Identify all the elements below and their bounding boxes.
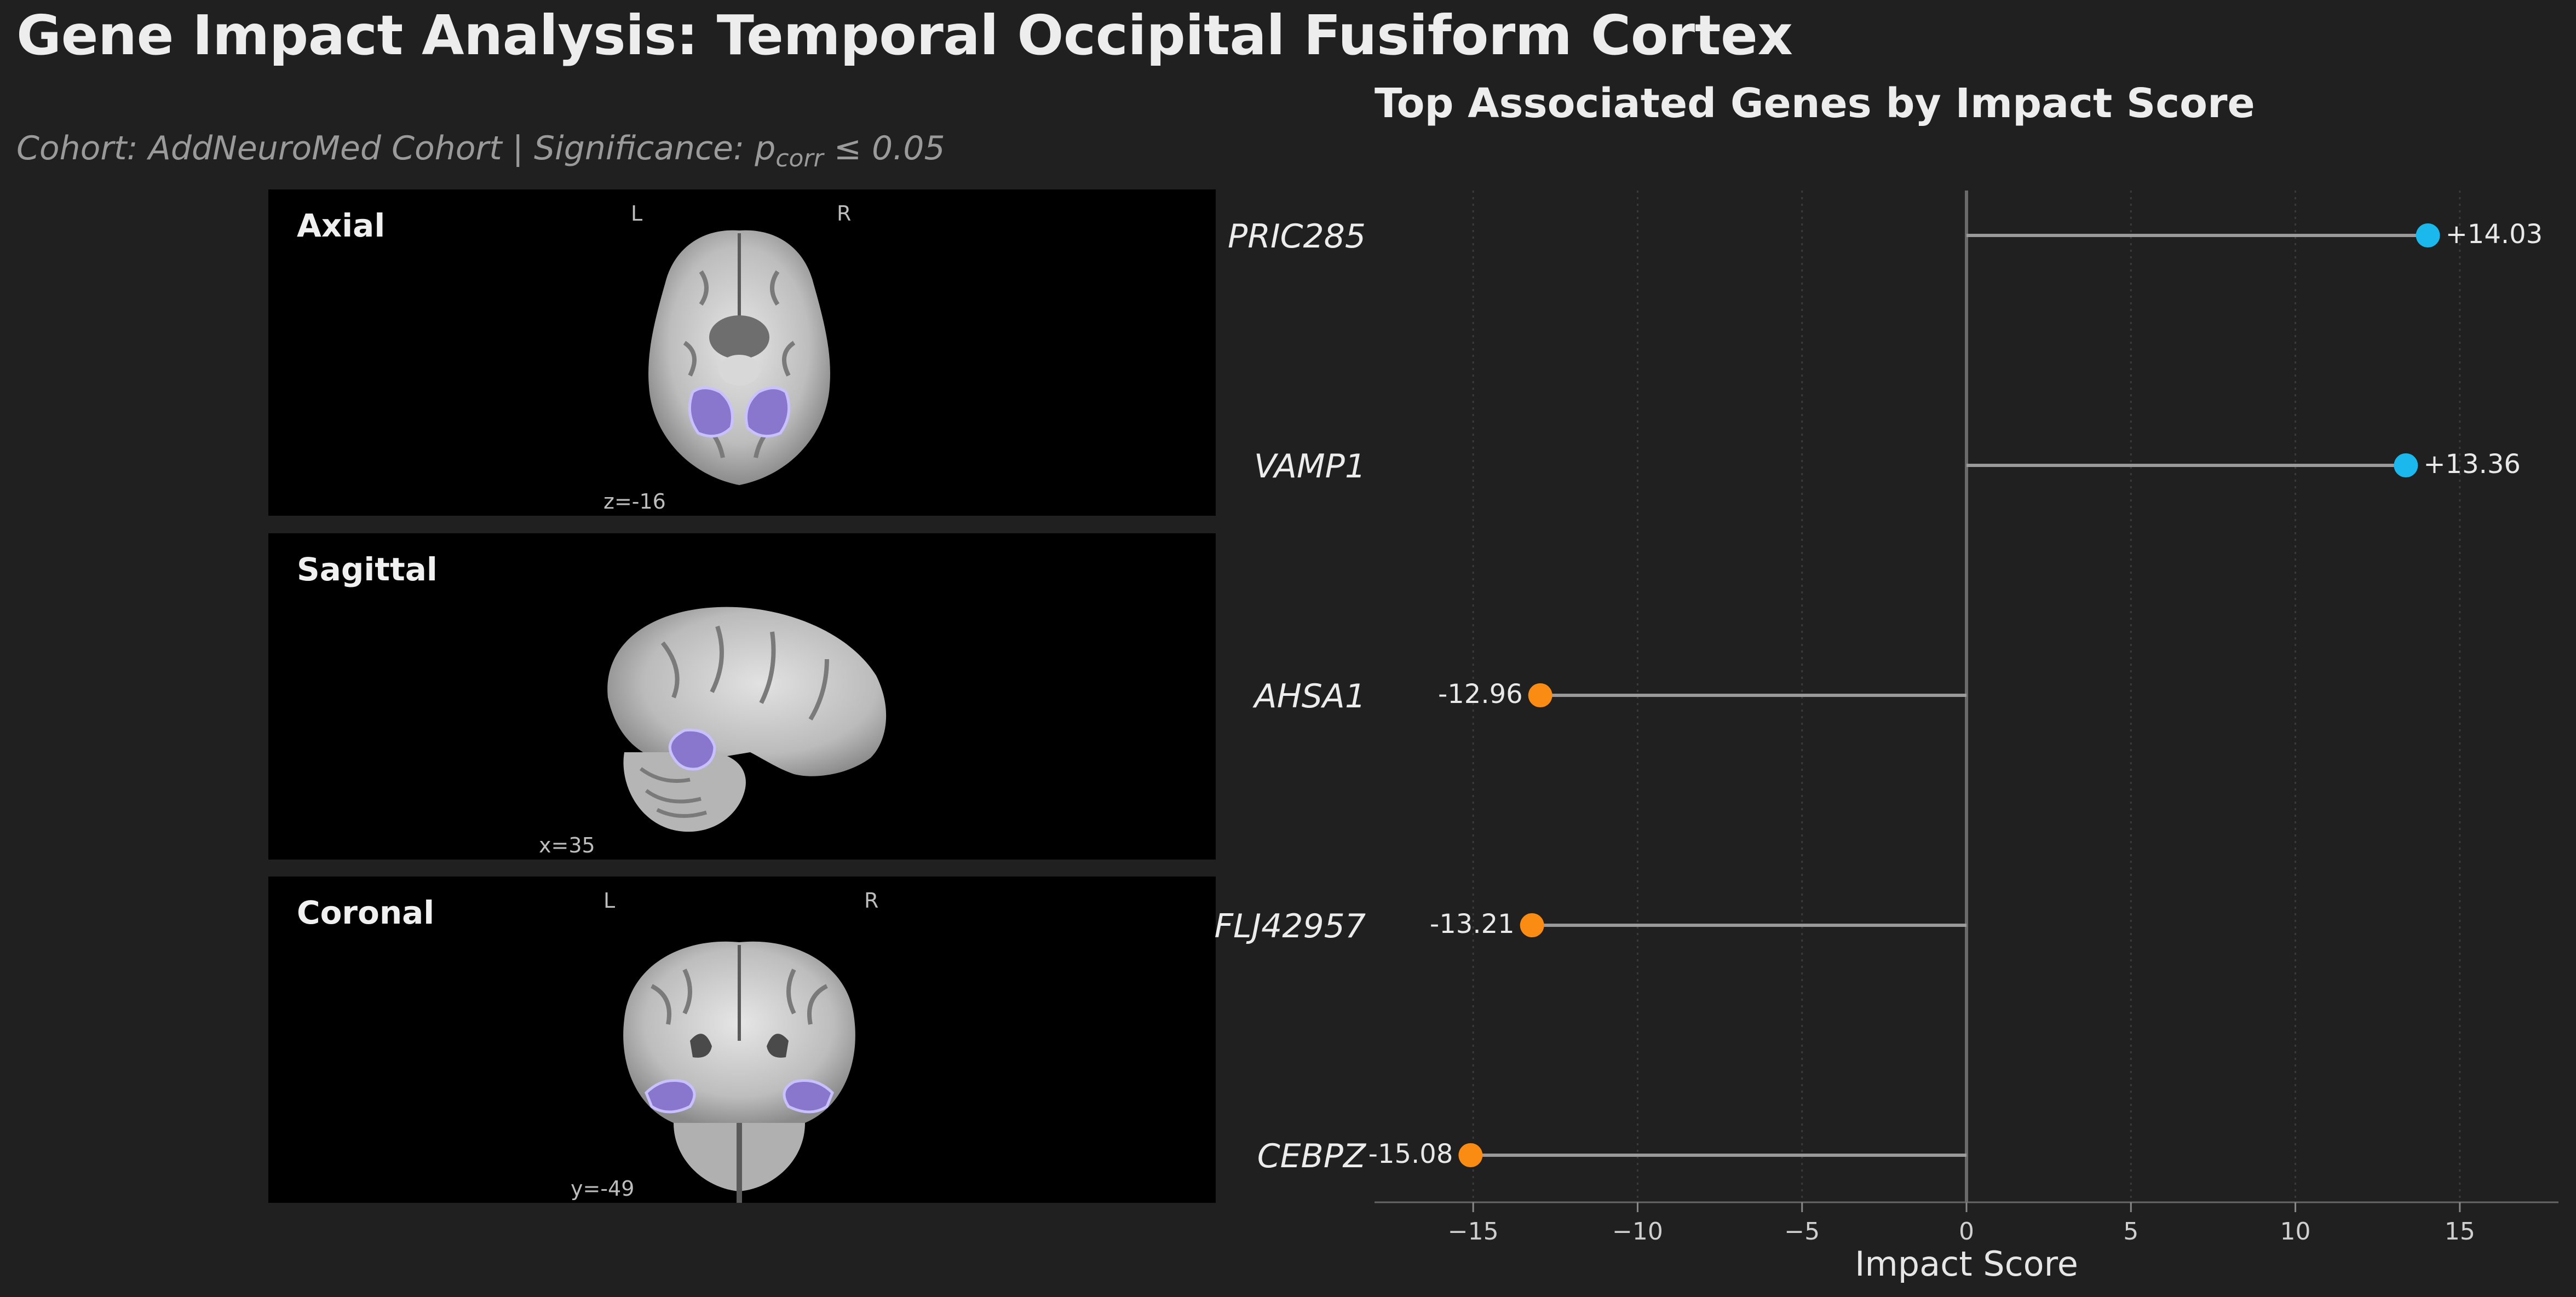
value-label: +13.36 xyxy=(2423,449,2521,480)
axial-view-panel: Axial L R z=-16 xyxy=(268,189,1216,516)
gene-label: AHSA1 xyxy=(1252,677,1366,716)
x-tick-label: 10 xyxy=(2280,1218,2311,1246)
x-tick-label: 0 xyxy=(1959,1218,1974,1246)
axial-brain-slice xyxy=(648,230,830,485)
axial-left-label: L xyxy=(631,201,643,226)
sagittal-brain-slice xyxy=(607,607,887,832)
gene-label: CEBPZ xyxy=(1257,1137,1367,1175)
value-label: -12.96 xyxy=(1438,679,1523,710)
value-label: -15.08 xyxy=(1369,1139,1453,1169)
coronal-panel-title: Coronal xyxy=(297,894,435,931)
axial-coordinate: z=-16 xyxy=(603,489,666,514)
value-label: +14.03 xyxy=(2446,219,2543,250)
lollipop-point-positive xyxy=(2394,453,2418,477)
subtitle-prefix: Cohort: AddNeuroMed Cohort | Significanc… xyxy=(16,129,776,168)
lollipop-point-negative xyxy=(1520,913,1544,937)
x-tick-label: −5 xyxy=(1784,1218,1820,1246)
x-tick-label: −15 xyxy=(1448,1218,1499,1246)
lollipop-point-positive xyxy=(2416,223,2440,247)
sagittal-view-panel: Sagittal x=35 xyxy=(268,533,1216,860)
gene-label: PRIC285 xyxy=(1228,217,1366,256)
x-tick-label: 5 xyxy=(2123,1218,2138,1246)
coronal-right-label: R xyxy=(864,889,879,913)
axial-panel-title: Axial xyxy=(297,207,386,244)
coronal-brain-slice xyxy=(623,941,855,1203)
page-title: Gene Impact Analysis: Temporal Occipital… xyxy=(16,3,1793,67)
coronal-coordinate: y=-49 xyxy=(571,1177,635,1201)
subtitle-subscript: corr xyxy=(775,145,824,172)
x-axis-label: Impact Score xyxy=(1855,1244,2078,1284)
chart-title: Top Associated Genes by Impact Score xyxy=(1375,80,2255,127)
gene-label: FLJ42957 xyxy=(1214,907,1366,946)
sagittal-panel-title: Sagittal xyxy=(297,551,438,588)
x-tick-label: −10 xyxy=(1612,1218,1663,1246)
gene-label: VAMP1 xyxy=(1254,447,1366,486)
x-tick-label: 15 xyxy=(2445,1218,2475,1246)
lollipop-point-negative xyxy=(1458,1143,1483,1167)
value-label: -13.21 xyxy=(1430,909,1515,939)
subtitle-suffix: ≤ 0.05 xyxy=(823,129,945,168)
lollipop-point-negative xyxy=(1528,683,1553,707)
cohort-subtitle: Cohort: AddNeuroMed Cohort | Significanc… xyxy=(16,129,945,172)
sagittal-coordinate: x=35 xyxy=(539,833,595,857)
coronal-left-label: L xyxy=(603,889,616,913)
axial-right-label: R xyxy=(837,201,852,226)
coronal-view-panel: Coronal L R y=-49 xyxy=(268,877,1216,1203)
